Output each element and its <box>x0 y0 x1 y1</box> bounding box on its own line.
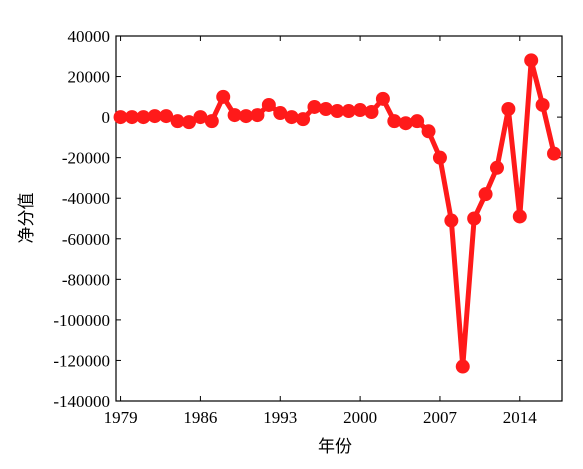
data-point <box>216 89 231 104</box>
data-point <box>547 146 562 161</box>
y-tick-label: -100000 <box>53 311 110 330</box>
y-tick-label: 0 <box>102 108 111 127</box>
y-tick-label: -40000 <box>62 189 110 208</box>
data-point <box>364 105 379 120</box>
data-point <box>444 213 459 228</box>
data-point <box>501 102 516 116</box>
data-point <box>341 104 356 119</box>
y-tick-label: -20000 <box>62 149 110 168</box>
data-point <box>432 150 447 165</box>
data-point <box>136 110 151 125</box>
data-point <box>193 110 208 125</box>
y-tick-label: 40000 <box>68 27 111 46</box>
data-point <box>455 359 470 374</box>
data-point <box>113 110 128 125</box>
data-point <box>318 102 333 116</box>
x-tick-label: 1986 <box>183 408 217 427</box>
y-tick-label: -120000 <box>53 351 110 370</box>
y-tick-label: -140000 <box>53 392 110 411</box>
data-point <box>410 114 425 129</box>
data-point <box>307 99 322 114</box>
data-point <box>124 110 139 125</box>
data-point <box>261 97 276 112</box>
data-point <box>273 106 288 121</box>
data-point <box>489 160 504 175</box>
data-point <box>182 115 197 130</box>
y-axis-title: 净分值 <box>17 193 36 244</box>
data-point <box>512 209 527 224</box>
data-point <box>147 109 162 124</box>
y-tick-label: -80000 <box>62 270 110 289</box>
plot-frame <box>115 35 563 402</box>
data-point <box>250 108 265 123</box>
x-tick-label: 1993 <box>263 408 297 427</box>
data-point <box>159 109 174 124</box>
data-point <box>204 114 219 129</box>
y-tick-label: 20000 <box>68 68 111 87</box>
x-tick-label: 2007 <box>423 408 458 427</box>
data-point <box>330 104 345 119</box>
data-point <box>398 116 413 131</box>
data-point <box>421 124 436 139</box>
data-point <box>535 97 550 112</box>
data-point <box>353 103 368 118</box>
x-tick-label: 1979 <box>104 408 138 427</box>
x-axis-title: 年份 <box>318 437 352 456</box>
data-point <box>284 110 299 125</box>
x-tick-label: 2000 <box>343 408 377 427</box>
data-point <box>227 108 242 123</box>
data-point <box>296 112 311 127</box>
data-point <box>239 109 254 124</box>
y-tick-label: -60000 <box>62 230 110 249</box>
data-point <box>375 91 390 106</box>
data-point <box>467 211 482 226</box>
data-point <box>478 187 493 202</box>
x-tick-label: 2014 <box>503 408 538 427</box>
data-point <box>387 114 402 129</box>
data-point <box>170 114 185 129</box>
data-point <box>524 53 539 68</box>
